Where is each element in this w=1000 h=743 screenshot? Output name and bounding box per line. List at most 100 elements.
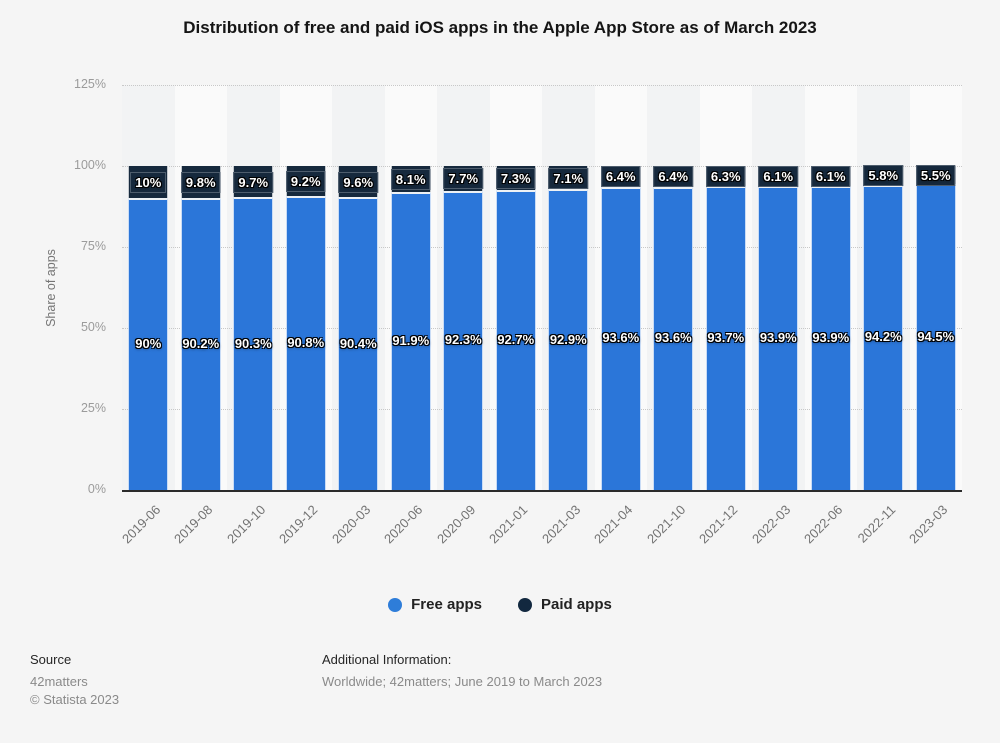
free-value-label: 93.6%	[654, 330, 692, 346]
y-tick-label: 125%	[74, 77, 106, 91]
free-value-label: 94.5%	[917, 328, 955, 344]
paid-value-label: 6.1%	[758, 165, 799, 187]
bar-segment-free	[495, 189, 536, 490]
bar-segment-free	[128, 198, 169, 490]
chart-title: Distribution of free and paid iOS apps i…	[183, 18, 817, 37]
paid-value-label: 6.4%	[600, 166, 641, 188]
x-tick-label-2019-10: 2019-10	[223, 502, 268, 547]
free-apps-swatch-icon	[388, 597, 403, 612]
stacked-bar-2019-12: 9.2% 90.8%	[285, 166, 326, 490]
stacked-bar-2021-01: 7.3% 92.7%	[495, 166, 536, 490]
y-tick-label: 0%	[87, 482, 106, 496]
stacked-bar-2020-03: 9.6% 90.4%	[338, 166, 379, 490]
bar-segment-free	[285, 195, 326, 490]
paid-value-label: 9.6%	[338, 171, 379, 193]
free-value-label: 92.9%	[549, 331, 587, 347]
free-value-label: 90.4%	[339, 335, 377, 351]
bar-segment-free	[705, 186, 746, 490]
source-name: 42matters	[30, 674, 88, 689]
paid-value-label: 6.4%	[653, 166, 694, 188]
legend-item-paid-apps: Paid apps	[518, 596, 612, 613]
legend: Free apps Paid apps	[0, 596, 1000, 613]
plot-area: 10% 90% 9.8% 90.2% 9.7% 90.3% 9.2% 90.8% 9.6% 90.…	[122, 85, 962, 492]
gridline-25%	[122, 409, 962, 410]
stacked-bar-2021-10: 6.4% 93.6%	[653, 166, 694, 490]
stacked-bar-2021-04: 6.4% 93.6%	[600, 166, 641, 490]
free-value-label: 90%	[135, 336, 162, 352]
bar-segment-free	[233, 197, 274, 490]
bar-segment-free	[443, 190, 484, 490]
x-tick-label-2020-09: 2020-09	[433, 502, 478, 547]
x-tick-label-2021-04: 2021-04	[591, 502, 636, 547]
gridline-125%	[122, 85, 962, 86]
x-tick-label-2021-01: 2021-01	[486, 502, 531, 547]
free-value-label: 93.7%	[707, 330, 745, 346]
paid-value-label: 7.1%	[548, 167, 589, 189]
x-tick-label-2020-06: 2020-06	[381, 502, 426, 547]
x-tick-label-2021-12: 2021-12	[696, 502, 741, 547]
x-tick-label-2022-11: 2022-11	[854, 502, 898, 546]
bar-segment-free	[653, 186, 694, 490]
paid-value-label: 9.7%	[233, 171, 274, 193]
stacked-bar-2022-11: 5.8% 94.2%	[863, 165, 904, 490]
source-block: Source 42matters © Statista 2023	[30, 652, 119, 709]
stacked-bar-2022-03: 6.1% 93.9%	[758, 165, 799, 490]
gridline-50%	[122, 328, 962, 329]
stacked-bar-2019-08: 9.8% 90.2%	[180, 166, 221, 490]
free-value-label: 94.2%	[864, 329, 902, 345]
bar-segment-free	[863, 184, 904, 490]
free-value-label: 90.8%	[287, 334, 325, 350]
bar-segment-free	[810, 185, 851, 490]
free-value-label: 93.9%	[812, 329, 850, 345]
additional-info-heading: Additional Information:	[322, 652, 452, 667]
paid-value-label: 6.1%	[810, 165, 851, 187]
copyright: © Statista 2023	[30, 692, 120, 707]
free-value-label: 90.3%	[234, 335, 272, 351]
stacked-bar-2020-06: 8.1% 91.9%	[390, 166, 431, 490]
stacked-bar-2021-12: 6.3% 93.7%	[705, 166, 746, 490]
paid-value-label: 10%	[130, 172, 167, 194]
stacked-bar-2019-10: 9.7% 90.3%	[233, 166, 274, 490]
y-axis-title: Share of apps	[44, 249, 58, 327]
paid-value-label: 5.5%	[915, 164, 956, 186]
bar-segment-free	[338, 197, 379, 490]
x-tick-label-2022-06: 2022-06	[801, 502, 846, 547]
free-value-label: 93.6%	[602, 330, 640, 346]
free-value-label: 92.3%	[444, 332, 482, 348]
paid-value-label: 9.8%	[180, 171, 221, 193]
legend-item-free-apps: Free apps	[388, 596, 482, 613]
x-tick-label-2022-03: 2022-03	[748, 502, 793, 547]
free-value-label: 91.9%	[392, 333, 430, 349]
x-tick-label-2019-12: 2019-12	[276, 502, 321, 547]
y-tick-label: 25%	[80, 401, 106, 415]
y-tick-label: 50%	[80, 320, 106, 334]
legend-label-paid-apps: Paid apps	[541, 596, 612, 613]
y-tick-label: 100%	[74, 158, 106, 172]
y-tick-label: 75%	[80, 239, 106, 253]
stacked-bar-2023-03: 5.5% 94.5%	[915, 164, 956, 490]
bar-segment-free	[600, 186, 641, 490]
x-tick-label-2023-03: 2023-03	[906, 502, 951, 547]
paid-value-label: 5.8%	[863, 165, 904, 187]
paid-value-label: 7.7%	[443, 168, 484, 190]
legend-label-free-apps: Free apps	[411, 596, 482, 613]
free-value-label: 92.7%	[497, 331, 535, 347]
free-value-label: 93.9%	[759, 329, 797, 345]
bar-segment-free	[548, 189, 589, 490]
paid-value-label: 8.1%	[390, 169, 431, 191]
source-heading: Source	[30, 652, 72, 667]
stacked-bar-2019-06: 10% 90%	[128, 166, 169, 490]
paid-apps-swatch-icon	[518, 597, 532, 612]
x-tick-label-2021-03: 2021-03	[538, 502, 583, 547]
x-tick-label-2020-03: 2020-03	[328, 502, 373, 547]
bar-segment-free	[180, 197, 221, 490]
stacked-bar-2021-03: 7.1% 92.9%	[548, 166, 589, 490]
bar-segment-free	[758, 185, 799, 490]
paid-value-label: 6.3%	[705, 166, 746, 188]
bar-segment-free	[390, 192, 431, 490]
gridline-100%	[122, 166, 962, 167]
stacked-bar-2022-06: 6.1% 93.9%	[810, 165, 851, 490]
gridline-75%	[122, 247, 962, 248]
paid-value-label: 9.2%	[285, 170, 326, 192]
